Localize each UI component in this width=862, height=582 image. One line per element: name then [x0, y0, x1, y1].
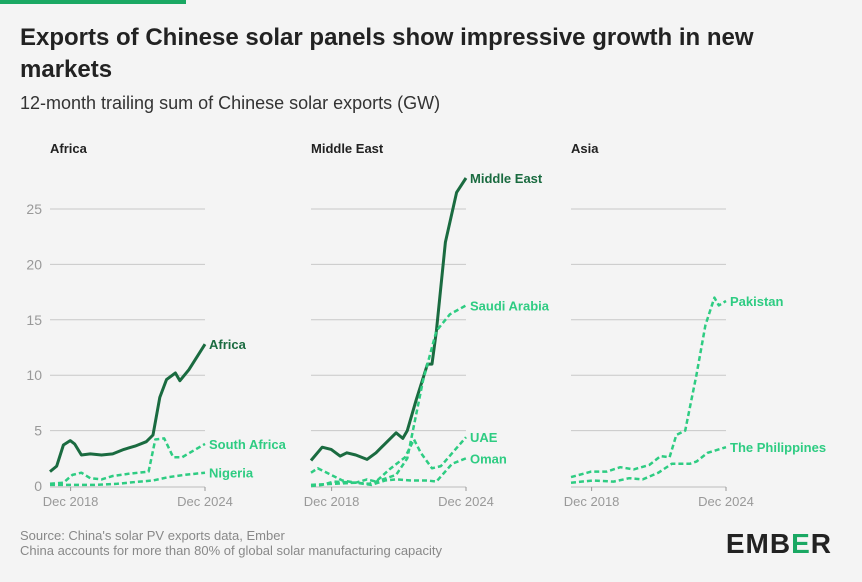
- x-tick-label: Dec 2024: [177, 494, 233, 509]
- x-tick-label: Dec 2024: [438, 494, 494, 509]
- y-tick-label: 25: [26, 201, 42, 217]
- footer: Source: China's solar PV exports data, E…: [20, 528, 442, 558]
- panel-title: Middle East: [311, 141, 384, 156]
- series-label: Oman: [470, 451, 507, 466]
- series-label: Saudi Arabia: [470, 298, 550, 313]
- panel-title: Asia: [571, 141, 599, 156]
- x-tick-label: Dec 2024: [698, 494, 754, 509]
- series-label: Pakistan: [730, 294, 784, 309]
- series-label: South Africa: [209, 437, 287, 452]
- series-line-pakistan: [570, 296, 727, 479]
- series-line-saudi-arabia: [310, 304, 467, 488]
- capacity-note: China accounts for more than 80% of glob…: [20, 543, 443, 558]
- y-tick-label: 20: [26, 256, 42, 272]
- panel-title: Africa: [50, 141, 88, 156]
- y-tick-label: 5: [34, 423, 42, 439]
- series-line-the-philippines: [570, 446, 727, 484]
- series-label: Africa: [209, 337, 247, 352]
- y-tick-label: 10: [26, 367, 42, 383]
- series-label: Middle East: [470, 171, 543, 186]
- series-label: Nigeria: [209, 466, 254, 481]
- x-tick-label: Dec 2018: [304, 494, 360, 509]
- ember-logo: EMBER: [725, 528, 832, 559]
- series-line-africa: [49, 343, 207, 473]
- chart-title: Exports of Chinese solar panels show imp…: [20, 24, 754, 83]
- series-label: The Philippines: [730, 440, 826, 455]
- series-line-south-africa: [49, 437, 206, 486]
- y-tick-label: 0: [34, 478, 42, 494]
- source-note: Source: China's solar PV exports data, E…: [20, 528, 285, 543]
- series-line-oman: [310, 457, 467, 487]
- accent-bar: [0, 0, 186, 4]
- chart-area: Africa 0 5 10 15 20 25 Dec 2018 Dec 2024 Africa So…: [26, 141, 826, 509]
- chart-subtitle: 12-month trailing sum of Chinese solar e…: [20, 93, 441, 113]
- series-line-middle-east: [309, 177, 468, 462]
- series-label: UAE: [470, 430, 498, 445]
- series-line-uae: [310, 436, 467, 484]
- x-tick-label: Dec 2018: [43, 494, 99, 509]
- y-tick-label: 15: [26, 312, 42, 328]
- series-line-nigeria: [50, 471, 206, 487]
- x-tick-label: Dec 2018: [564, 494, 620, 509]
